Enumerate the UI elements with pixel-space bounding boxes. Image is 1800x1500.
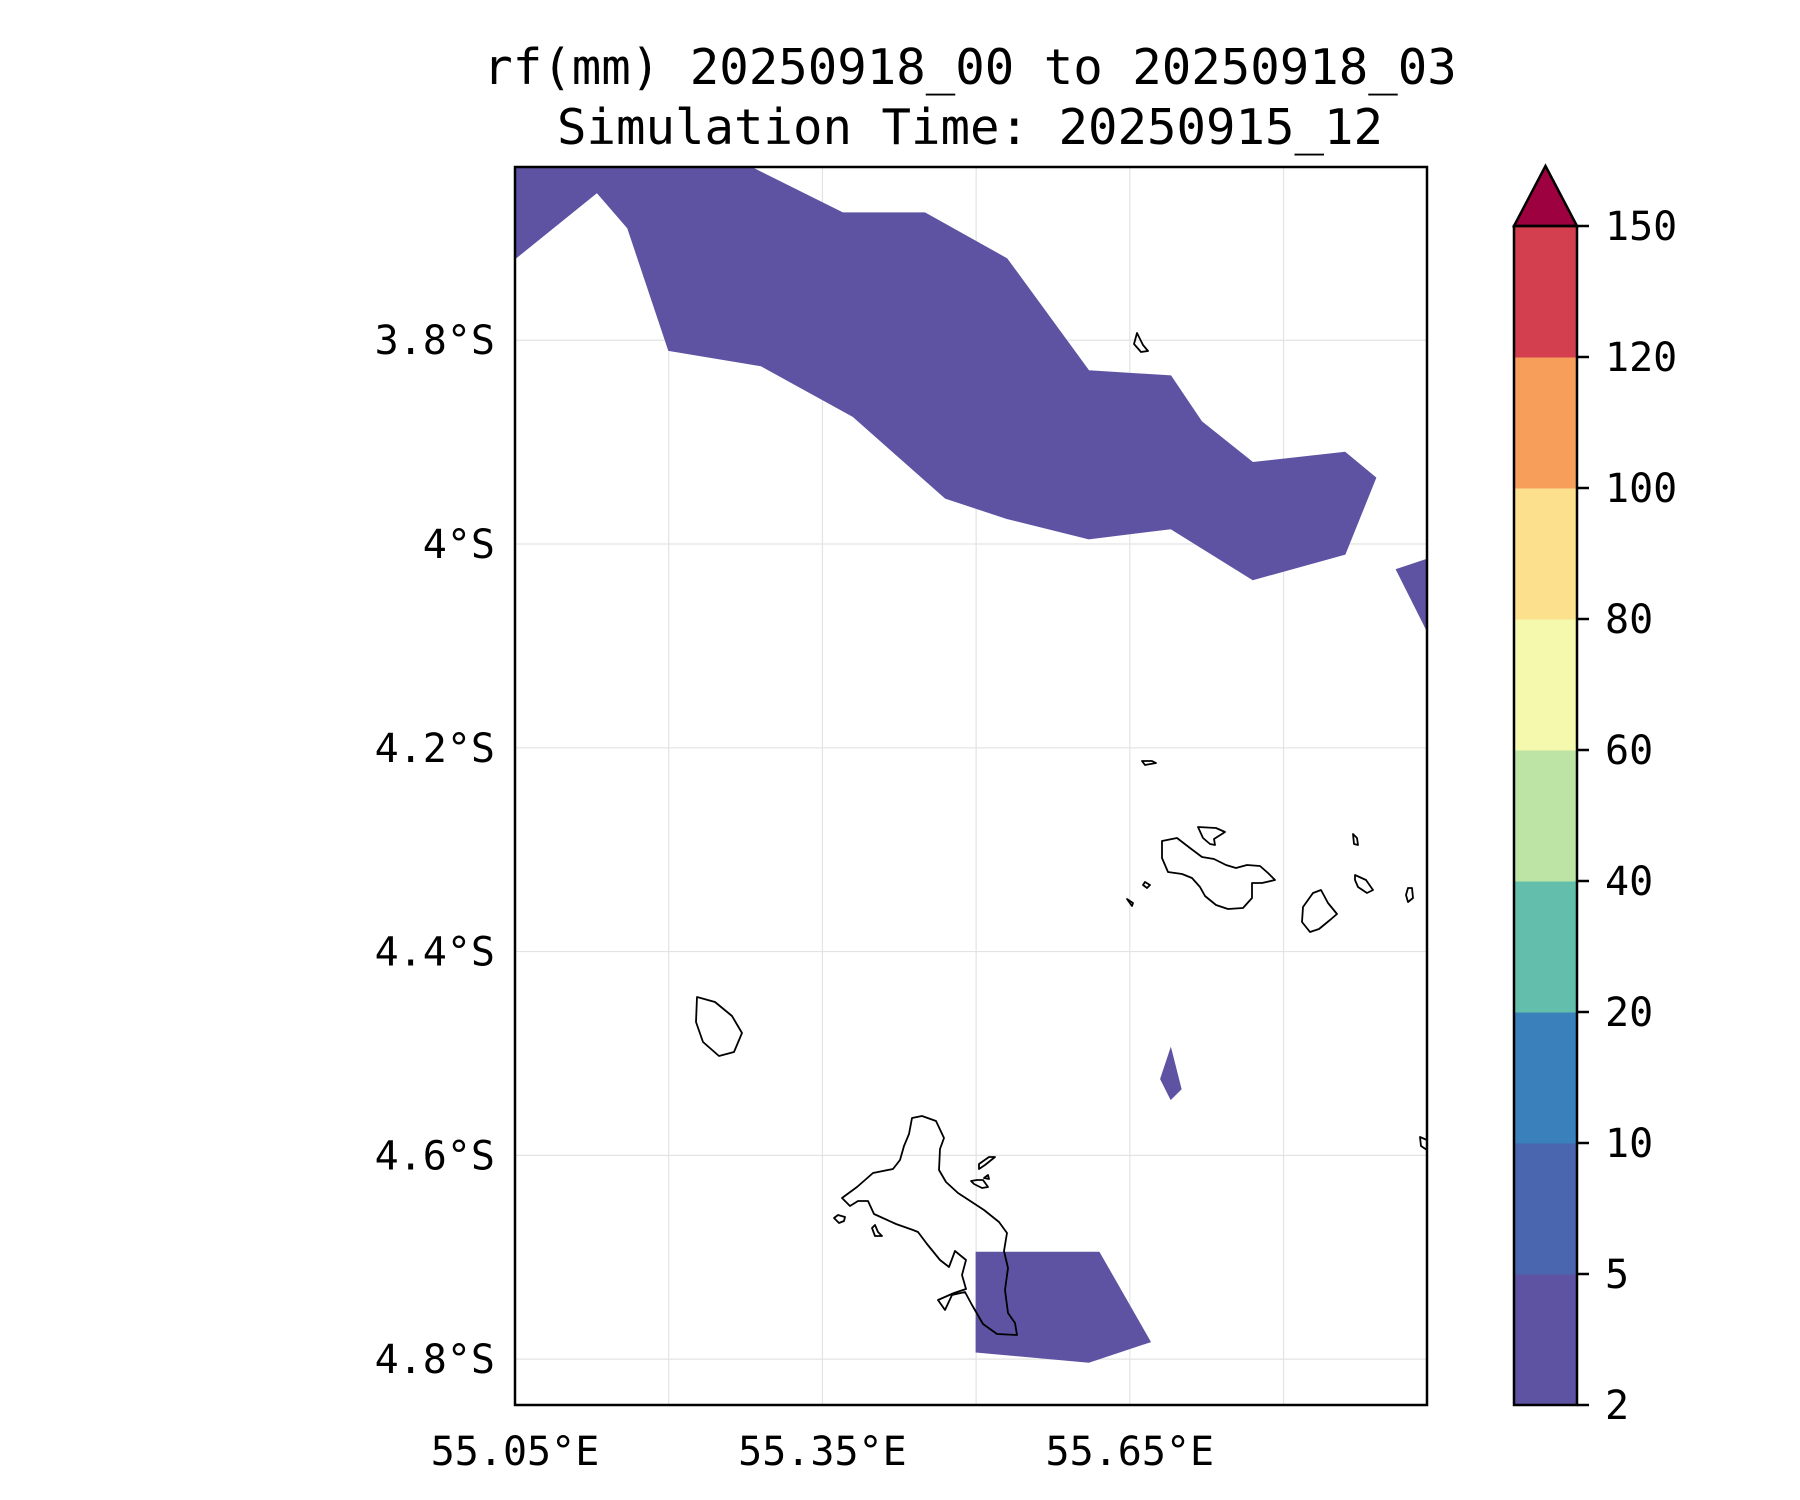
colorbar-tick-label: 20 <box>1605 990 1653 1036</box>
coastline-island-silhouette <box>695 996 743 1057</box>
rain-area-3 <box>1160 1046 1182 1101</box>
coastline-islet-8 <box>1405 887 1414 903</box>
colorbar-tick-label: 60 <box>1605 728 1653 774</box>
coastline-islet-6 <box>1352 833 1359 846</box>
map-frame <box>513 165 1429 1407</box>
colorbar-segment <box>1514 357 1577 489</box>
coastline-islet-4 <box>1142 881 1151 889</box>
coastline-island-mahe <box>841 1115 1018 1336</box>
colorbar-segment <box>1514 881 1577 1013</box>
coastline-islet-9 <box>1419 1136 1427 1151</box>
rain-area-4 <box>975 1251 1152 1363</box>
colorbar-tick-label: 2 <box>1605 1383 1629 1429</box>
coastline-islet-5 <box>1126 898 1134 907</box>
rain-area-1 <box>515 167 1377 581</box>
title-line-1: rf(mm) 20250918_00 to 20250918_03 <box>483 39 1457 96</box>
colorbar-tick-label: 40 <box>1605 859 1653 905</box>
chart-title: rf(mm) 20250918_00 to 20250918_03 Simula… <box>440 38 1500 158</box>
coastline-islet-1 <box>1133 332 1149 353</box>
coastline-islet-10 <box>978 1156 996 1170</box>
lon-tick-label: 55.05°E <box>431 1429 600 1475</box>
colorbar-tick-label: 5 <box>1605 1252 1629 1298</box>
lat-tick-label: 4.2°S <box>375 726 495 772</box>
colorbar-segment <box>1514 619 1577 751</box>
colorbar-extend-arrow <box>1511 163 1580 228</box>
coastline-islet-12 <box>983 1174 990 1180</box>
lat-tick-label: 4.4°S <box>375 930 495 976</box>
lon-tick-label: 55.65°E <box>1046 1429 1215 1475</box>
colorbar-segment <box>1514 488 1577 620</box>
coastline-island-la-digue <box>1301 889 1338 933</box>
colorbar-tick-label: 120 <box>1605 335 1677 381</box>
coastline-islet-2 <box>1141 760 1157 766</box>
colorbar-segment <box>1514 1012 1577 1144</box>
rainfall-layer <box>515 167 1427 1363</box>
colorbar-tick-label: 150 <box>1605 204 1677 250</box>
title-line-2: Simulation Time: 20250915_12 <box>556 99 1383 156</box>
coastline-layer <box>695 332 1427 1336</box>
coastline-island-praslin <box>1161 837 1276 910</box>
rain-area-2 <box>1395 558 1427 631</box>
lat-tick-label: 4.8°S <box>375 1337 495 1383</box>
coastline-islet-11 <box>970 1179 989 1189</box>
colorbar-tick-label: 10 <box>1605 1121 1653 1167</box>
colorbar: 2 5 10 20 40 60 80 100 120 150 <box>1511 163 1677 1429</box>
coastline-islet-13 <box>833 1214 846 1224</box>
lat-tick-label: 4°S <box>423 522 495 568</box>
latitude-tick-labels: 3.8°S 4°S 4.2°S 4.4°S 4.6°S 4.8°S <box>375 318 495 1383</box>
colorbar-segment <box>1514 1274 1577 1406</box>
longitude-tick-labels: 55.05°E 55.35°E 55.65°E <box>431 1429 1214 1475</box>
coastline-islet-14 <box>871 1224 883 1237</box>
lat-tick-label: 3.8°S <box>375 318 495 364</box>
colorbar-tick-label: 80 <box>1605 597 1653 643</box>
coastline-islet-3 <box>1197 826 1226 846</box>
colorbar-tick-label: 100 <box>1605 466 1677 512</box>
coastline-islet-7 <box>1354 874 1374 894</box>
lat-tick-label: 4.6°S <box>375 1133 495 1179</box>
colorbar-segment <box>1514 1143 1577 1275</box>
colorbar-segment <box>1514 750 1577 882</box>
lon-tick-label: 55.35°E <box>738 1429 907 1475</box>
colorbar-frame <box>1512 224 1579 1407</box>
colorbar-segment <box>1514 226 1577 358</box>
